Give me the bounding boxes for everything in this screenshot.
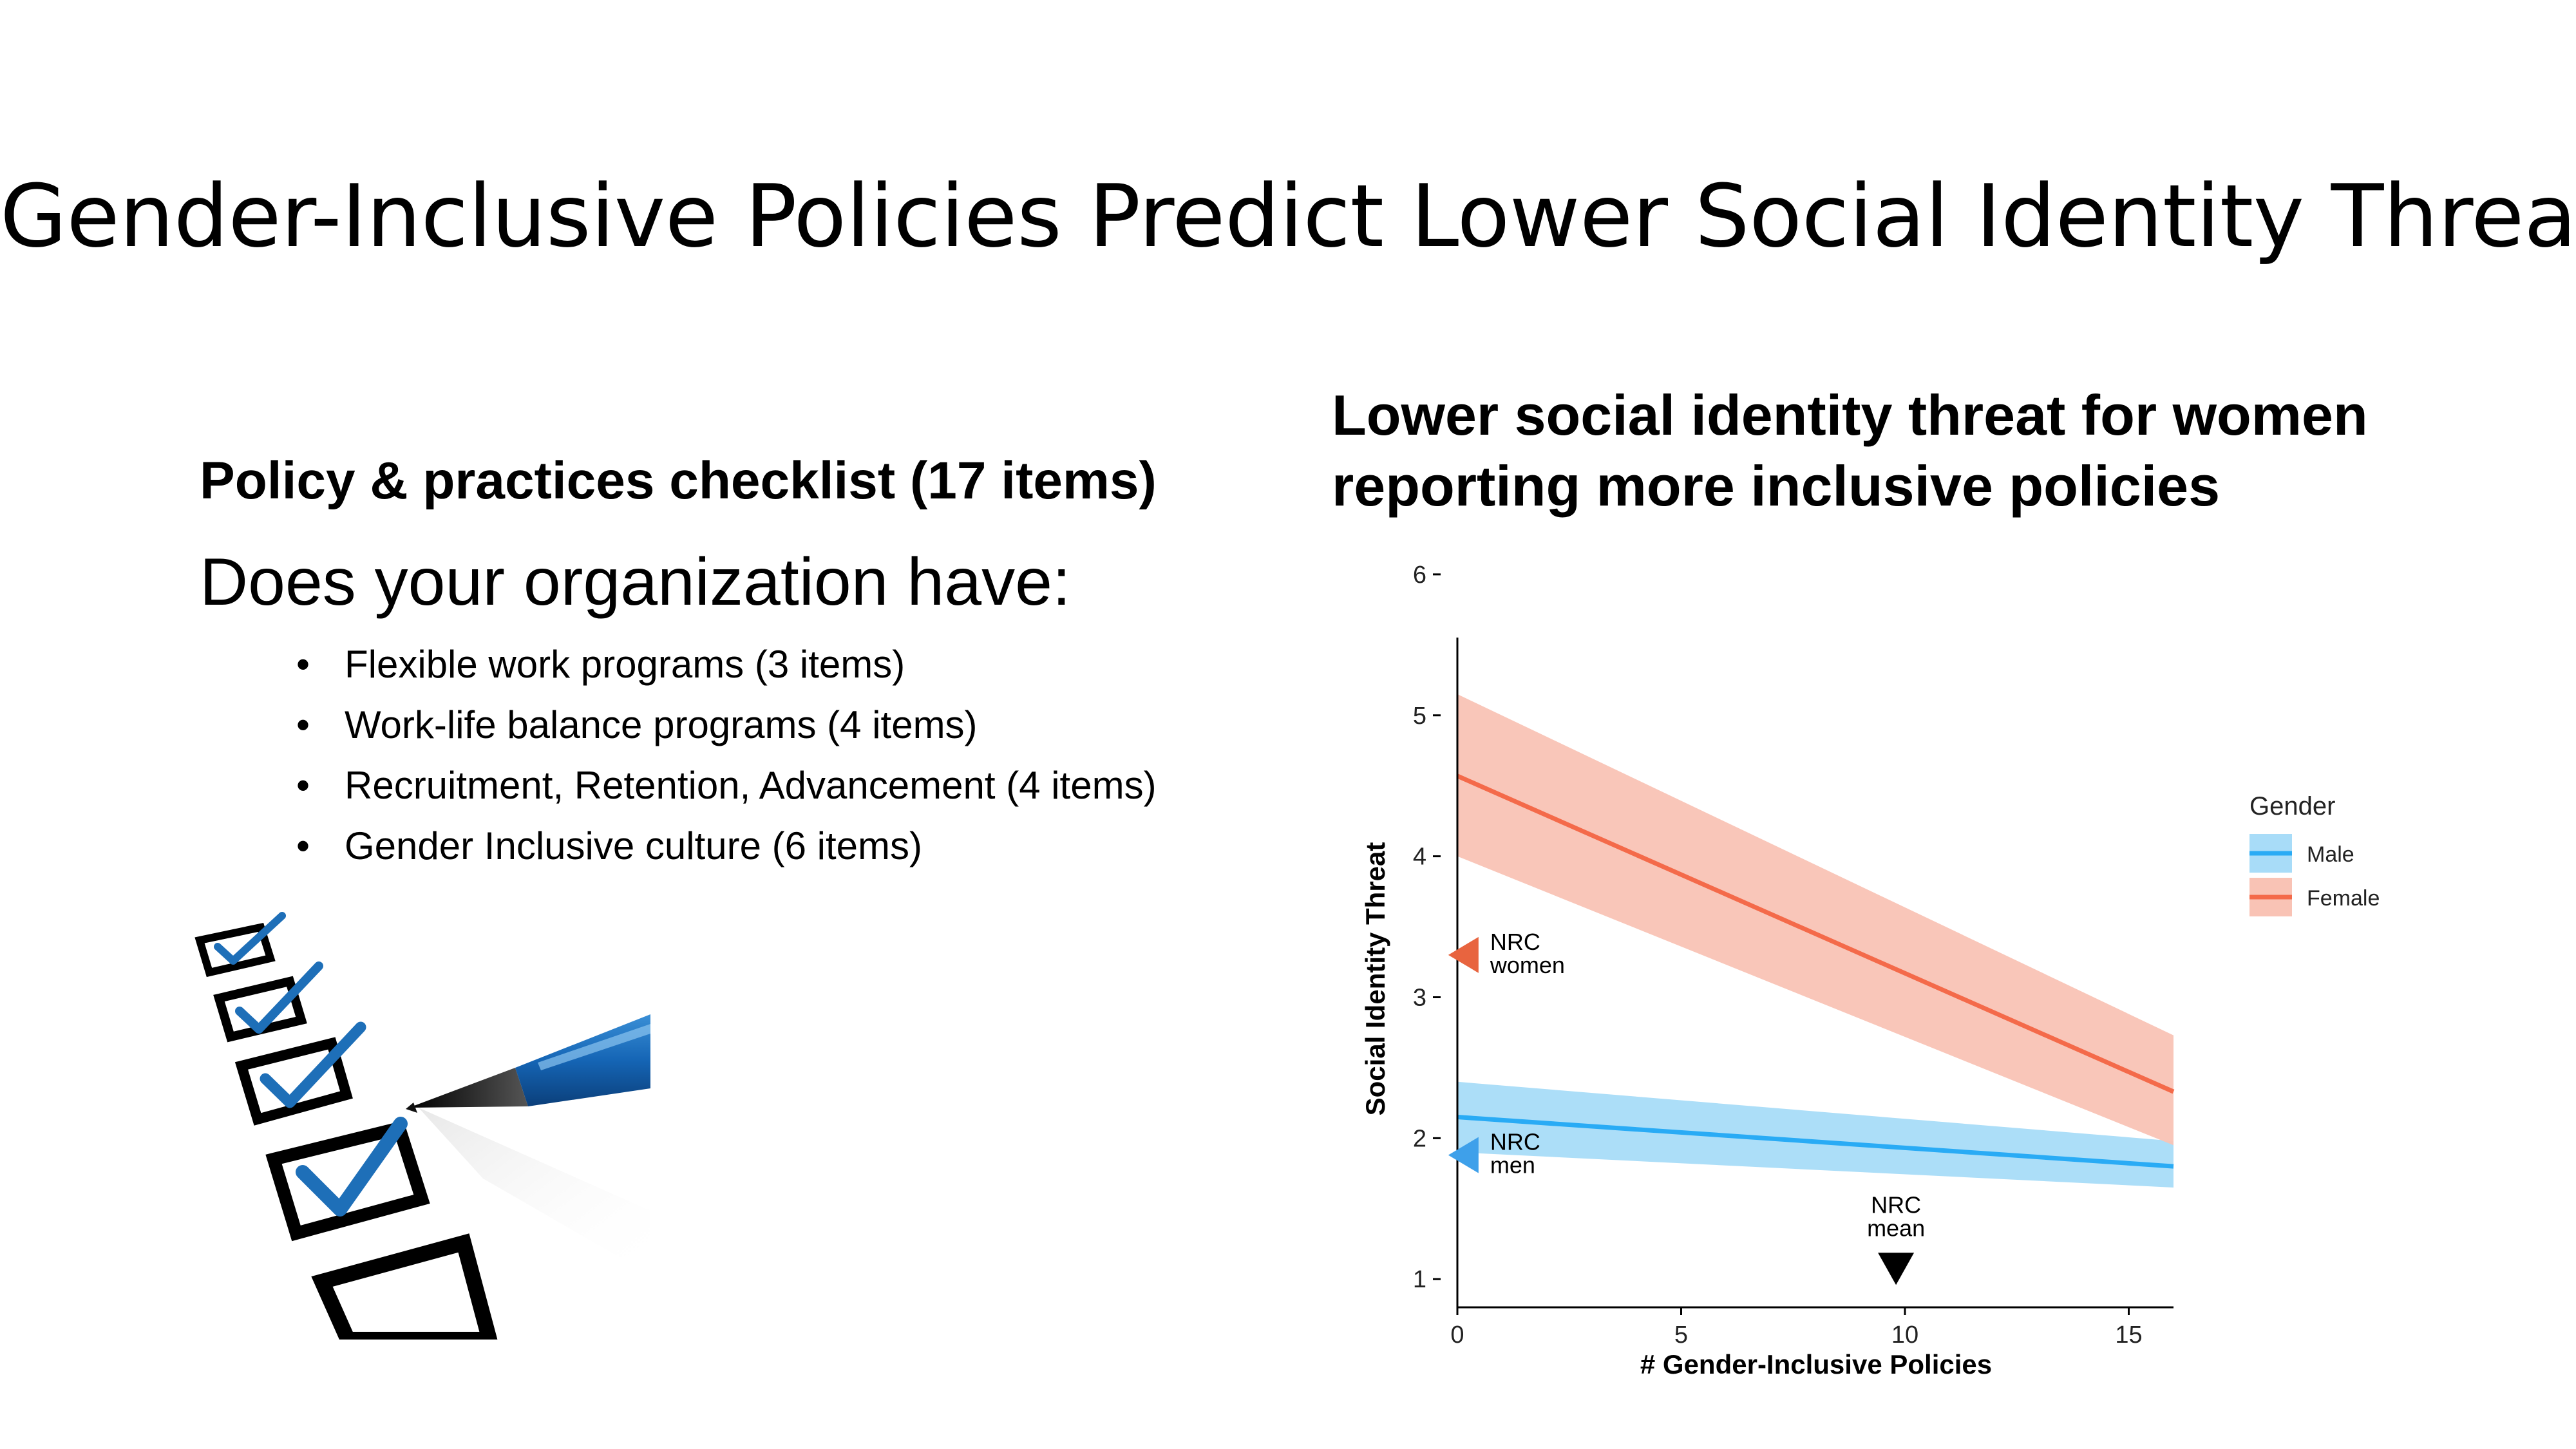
nrc-women-label-line1: NRC [1490, 929, 1540, 955]
nrc-mean-label-line2: mean [1867, 1215, 1925, 1241]
nrc-mean-label-line1: NRC [1871, 1191, 1921, 1218]
policy-item-label: Flexible work programs (3 items) [345, 643, 905, 686]
series-line-male [1457, 1115, 2174, 1169]
policy-item-label: Recruitment, Retention, Advancement (4 i… [345, 764, 1157, 807]
chart-heading-line1: Lower social identity threat for women [1332, 383, 2368, 447]
bullet-icon: • [296, 703, 310, 746]
legend-label-female: Female [2307, 886, 2380, 911]
nrc-men-marker [1448, 1137, 1479, 1173]
confidence-bands [1457, 694, 2174, 1188]
x-axis-label: # Gender-Inclusive Policies [1640, 1349, 1992, 1379]
nrc-men-label-line2: men [1490, 1152, 1535, 1179]
policy-item: • Work-life balance programs (4 items) [296, 695, 1157, 755]
policy-item: • Gender Inclusive culture (6 items) [296, 816, 1157, 876]
bullet-icon: • [296, 643, 310, 686]
checklist-with-pen-icon [194, 912, 650, 1340]
checklist-question: Does your organization have: [200, 545, 1071, 620]
chart-heading-line2: reporting more inclusive policies [1332, 454, 2221, 518]
chart-axes [1456, 638, 2174, 1309]
x-tick-label: 0 [1450, 1321, 1464, 1349]
y-tick-label: 1 [1413, 1266, 1426, 1293]
x-tick-label: 10 [1891, 1321, 1918, 1349]
policy-item: • Recruitment, Retention, Advancement (4 … [296, 755, 1157, 816]
nrc-women-label-line2: women [1490, 952, 1565, 978]
x-tick-label: 5 [1674, 1321, 1688, 1349]
y-tick-label: 4 [1413, 844, 1426, 871]
chart-legend: Gender Male Female [2249, 792, 2380, 916]
x-tick-label: 15 [2115, 1321, 2142, 1349]
ci-band-female [1457, 694, 2174, 1146]
y-axis-label: Social Identity Threat [1360, 842, 1390, 1116]
y-tick-label: 3 [1413, 984, 1426, 1011]
bullet-icon: • [296, 764, 310, 807]
policy-item-label: Gender Inclusive culture (6 items) [345, 824, 923, 867]
policy-item: • Flexible work programs (3 items) [296, 634, 1157, 695]
bullet-icon: • [296, 824, 310, 867]
slide-title: Gender-Inclusive Policies Predict Lower … [0, 166, 2576, 267]
y-tick-label: 5 [1413, 703, 1426, 730]
nrc-mean-marker [1878, 1253, 1915, 1285]
y-tick-label: 2 [1413, 1125, 1426, 1152]
policy-item-label: Work-life balance programs (4 items) [345, 703, 978, 746]
y-tick-label: 6 [1413, 562, 1426, 589]
trend-lines [1456, 773, 2175, 1169]
nrc-women-marker [1448, 936, 1479, 973]
policy-list: • Flexible work programs (3 items) • Work-… [296, 634, 1157, 876]
x-ticks: 0 5 10 15 [1450, 1307, 2143, 1349]
nrc-men-label-line1: NRC [1490, 1129, 1540, 1155]
legend-title: Gender [2249, 792, 2335, 820]
series-line-female [1456, 773, 2175, 1094]
chart-heading: Lower social identity threat for women r… [1332, 380, 2368, 522]
legend-label-male: Male [2307, 842, 2354, 867]
checklist-heading: Policy & practices checklist (17 items) [200, 451, 1157, 510]
y-ticks: 1 2 3 4 5 6 [1413, 562, 1441, 1293]
ci-band-male [1457, 1081, 2174, 1188]
